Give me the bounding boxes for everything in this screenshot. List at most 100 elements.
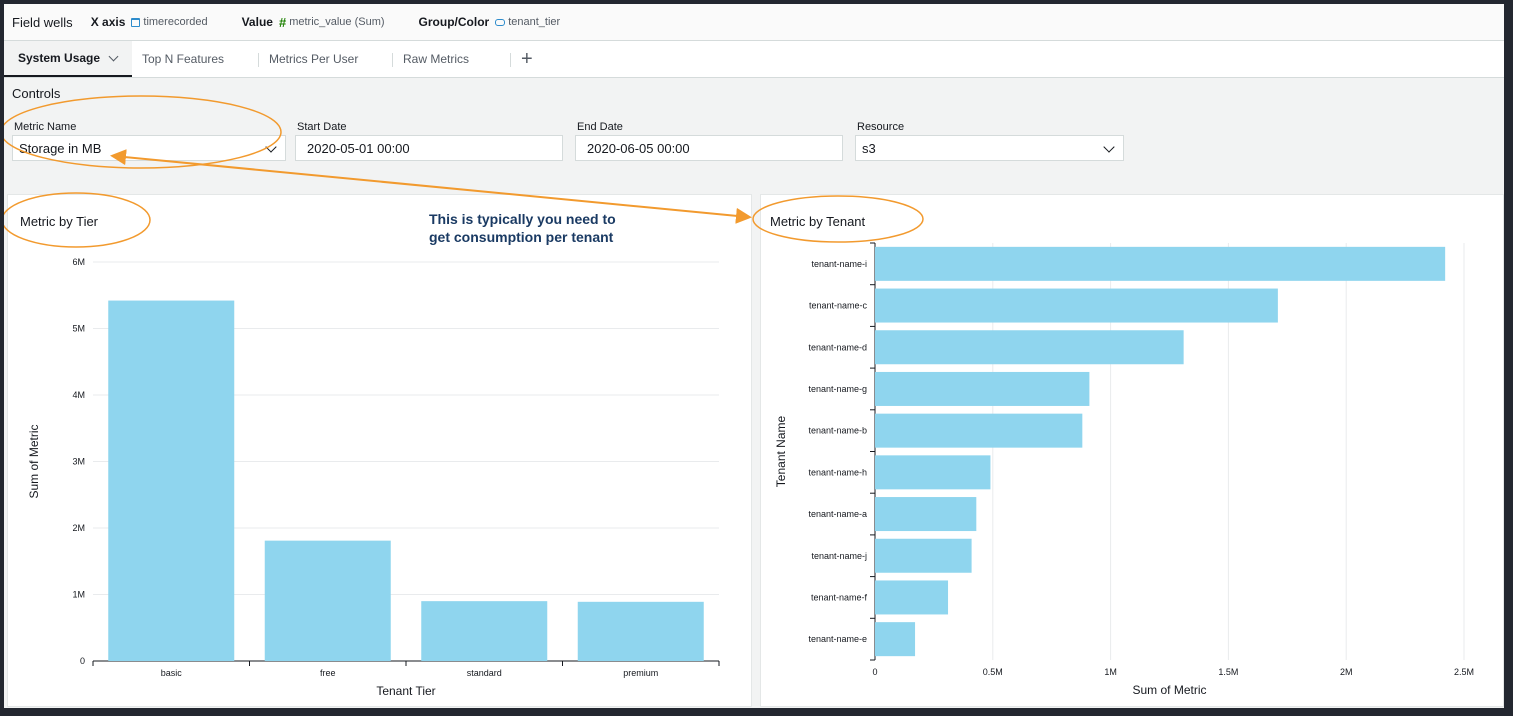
tab-divider bbox=[510, 53, 511, 67]
y-tick-label: tenant-name-a bbox=[808, 509, 867, 519]
tier-bar-chart[interactable]: 0 1M 2M 3M 4M 5M 6M basic free standard premium Ten… bbox=[8, 195, 753, 708]
y-tick-label: tenant-name-j bbox=[811, 551, 867, 561]
y-tick-label: tenant-name-f bbox=[811, 592, 868, 602]
y-tick-label: 0 bbox=[80, 656, 85, 666]
group-color-label: Group/Color bbox=[418, 15, 490, 29]
tab-divider bbox=[392, 53, 393, 67]
bar-tenant-name-c bbox=[875, 288, 1278, 323]
x-axis-label: X axis bbox=[90, 15, 126, 29]
tab-label: Raw Metrics bbox=[403, 52, 470, 66]
end-date-input[interactable]: 2020-06-05 00:00 bbox=[575, 135, 843, 161]
tenant-bar-chart[interactable]: 0 0.5M 1M 1.5M 2M 2.5M tenant-name-i tenant-nam… bbox=[761, 195, 1504, 708]
annotation-text: This is typically you need to get consum… bbox=[429, 210, 649, 246]
bar-tenant-name-h bbox=[875, 455, 991, 490]
chart-title-tenant[interactable]: Metric by Tenant bbox=[770, 214, 866, 229]
field-wells-bar[interactable]: Field wells X axis timerecorded Value # … bbox=[4, 4, 1504, 41]
bar-tenant-name-b bbox=[875, 413, 1083, 448]
tab-raw-metrics[interactable]: Raw Metrics bbox=[393, 41, 511, 77]
annotation-line-1: This is typically you need to bbox=[429, 211, 616, 227]
y-axis-title: Tenant Name bbox=[774, 415, 788, 487]
value-field[interactable]: metric_value (Sum) bbox=[289, 16, 385, 28]
x-tick-label: free bbox=[320, 668, 336, 678]
x-axis-well[interactable]: X axis timerecorded bbox=[91, 15, 208, 29]
resource-label: Resource bbox=[857, 121, 905, 133]
metric-name-select[interactable]: Storage in MB bbox=[12, 135, 286, 161]
y-tick-label: tenant-name-i bbox=[811, 259, 867, 269]
y-tick-label: 3M bbox=[72, 457, 85, 467]
end-date-control[interactable]: End Date 2020-06-05 00:00 bbox=[575, 121, 843, 163]
x-tick-label: 1M bbox=[1104, 667, 1117, 677]
start-date-control[interactable]: Start Date 2020-05-01 00:00 bbox=[295, 121, 563, 163]
y-tick-label: 1M bbox=[72, 590, 85, 600]
group-color-field[interactable]: tenant_tier bbox=[508, 16, 561, 28]
resource-select[interactable]: s3 bbox=[855, 135, 1124, 161]
measure-hash-icon: # bbox=[278, 14, 287, 30]
analysis-canvas: Field wells X axis timerecorded Value # … bbox=[4, 4, 1504, 708]
x-axis-title: Sum of Metric bbox=[1132, 683, 1206, 697]
tab-divider bbox=[258, 53, 259, 67]
x-tick-label: standard bbox=[467, 668, 502, 678]
chart-title-tier[interactable]: Metric by Tier bbox=[20, 214, 99, 229]
x-tick-label: basic bbox=[161, 668, 183, 678]
start-date-value: 2020-05-01 00:00 bbox=[307, 140, 410, 156]
visual-metric-by-tier[interactable]: 0 1M 2M 3M 4M 5M 6M basic free standard premium Ten… bbox=[7, 194, 752, 707]
metric-name-control[interactable]: Metric Name Storage in MB bbox=[12, 121, 286, 163]
chevron-down-icon bbox=[265, 141, 277, 153]
calendar-icon bbox=[131, 17, 141, 27]
y-tick-label: tenant-name-d bbox=[808, 342, 867, 352]
field-wells-title[interactable]: Field wells bbox=[12, 14, 73, 30]
x-tick-label: 2.5M bbox=[1454, 667, 1474, 677]
bar-premium bbox=[577, 601, 704, 661]
y-tick-label: tenant-name-b bbox=[808, 426, 867, 436]
y-tick-label: tenant-name-h bbox=[808, 467, 867, 477]
bar-tenant-name-f bbox=[875, 580, 949, 615]
bar-tenant-name-j bbox=[875, 538, 972, 573]
y-tick-label: tenant-name-e bbox=[808, 634, 867, 644]
bar-free bbox=[264, 540, 391, 661]
dimension-icon bbox=[495, 18, 506, 26]
visual-metric-by-tenant[interactable]: 0 0.5M 1M 1.5M 2M 2.5M tenant-name-i tenant-nam… bbox=[760, 194, 1504, 707]
bar-tenant-name-a bbox=[875, 497, 977, 532]
y-tick-label: 2M bbox=[72, 523, 85, 533]
x-tick-label: 0 bbox=[872, 667, 877, 677]
bar-standard bbox=[421, 601, 548, 661]
value-label: Value bbox=[241, 15, 273, 29]
x-tick-label: premium bbox=[623, 668, 658, 678]
add-sheet-icon[interactable]: + bbox=[521, 47, 533, 70]
y-tick-label: tenant-name-c bbox=[809, 301, 868, 311]
x-tick-label: 2M bbox=[1340, 667, 1353, 677]
end-date-label: End Date bbox=[577, 121, 623, 133]
metric-name-value: Storage in MB bbox=[19, 140, 102, 156]
bar-tenant-name-e bbox=[875, 622, 916, 657]
x-axis-field[interactable]: timerecorded bbox=[143, 16, 208, 28]
y-tick-label: 6M bbox=[72, 257, 85, 267]
controls-title[interactable]: Controls bbox=[12, 86, 61, 101]
tab-system-usage[interactable]: System Usage bbox=[4, 41, 132, 77]
tab-label: Metrics Per User bbox=[269, 52, 359, 66]
y-tick-label: tenant-name-g bbox=[808, 384, 867, 394]
bar-tenant-name-d bbox=[875, 330, 1184, 365]
x-tick-label: 1.5M bbox=[1218, 667, 1238, 677]
resource-value: s3 bbox=[862, 140, 876, 156]
bar-tenant-name-g bbox=[875, 371, 1090, 406]
x-tick-label: 0.5M bbox=[983, 667, 1003, 677]
bar-tenant-name-i bbox=[875, 246, 1446, 281]
chevron-down-icon bbox=[1103, 141, 1115, 153]
tab-metrics-per-user[interactable]: Metrics Per User bbox=[259, 41, 393, 77]
annotation-line-2: get consumption per tenant bbox=[429, 229, 614, 245]
y-tick-label: 4M bbox=[72, 390, 85, 400]
sheet-tabs: System Usage Top N Features Metrics Per … bbox=[4, 41, 1504, 78]
start-date-input[interactable]: 2020-05-01 00:00 bbox=[295, 135, 563, 161]
tab-top-n-features[interactable]: Top N Features bbox=[132, 41, 259, 77]
metric-name-label: Metric Name bbox=[14, 121, 77, 133]
group-color-well[interactable]: Group/Color tenant_tier bbox=[419, 15, 561, 29]
tab-label: Top N Features bbox=[142, 52, 225, 66]
resource-control[interactable]: Resource s3 bbox=[855, 121, 1124, 163]
value-well[interactable]: Value # metric_value (Sum) bbox=[242, 15, 385, 29]
y-tick-label: 5M bbox=[72, 324, 85, 334]
bar-basic bbox=[108, 300, 235, 661]
x-axis-title: Tenant Tier bbox=[376, 684, 435, 698]
start-date-label: Start Date bbox=[297, 121, 347, 133]
tab-label: System Usage bbox=[18, 51, 101, 65]
chevron-down-icon[interactable] bbox=[108, 51, 119, 61]
